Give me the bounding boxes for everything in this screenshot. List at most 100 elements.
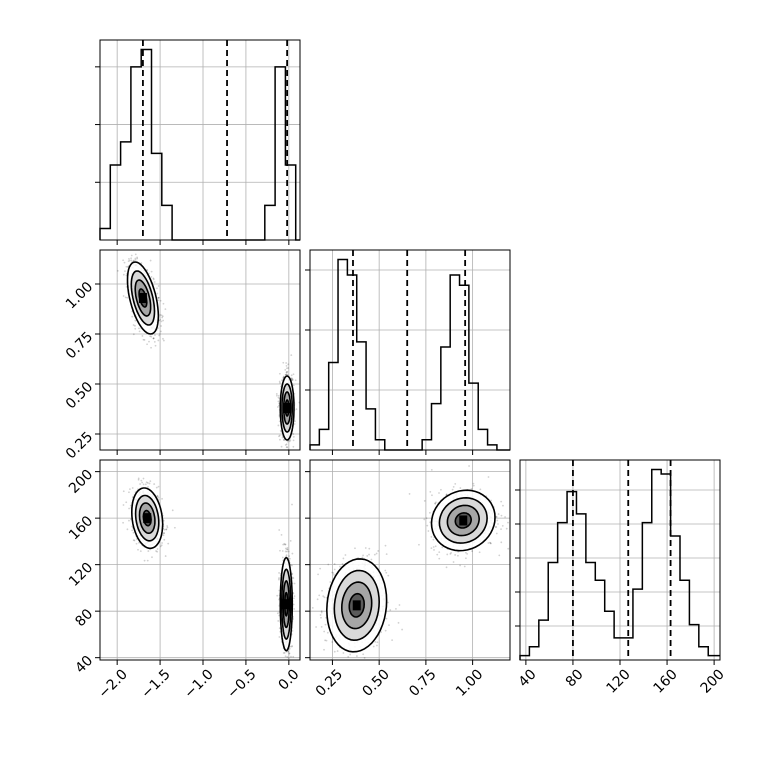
scatter-p1-p2-point xyxy=(446,553,449,556)
scatter-p0-p2-point xyxy=(289,539,292,542)
scatter-p0-p1-point xyxy=(134,327,137,330)
scatter-p1-p2-point xyxy=(321,589,323,592)
scatter-p1-p2-point xyxy=(423,518,426,521)
scatter-p0-p2-point xyxy=(162,532,165,535)
scatter-p0-p1-point xyxy=(164,308,167,311)
scatter-p1-p2-point xyxy=(384,629,387,632)
scatter-p0-p1-point xyxy=(159,299,162,302)
scatter-p1-p2-point xyxy=(427,530,430,532)
scatter-p0-p2-point xyxy=(284,550,287,553)
scatter-p0-p1-point xyxy=(157,285,160,287)
scatter-p0-p1-point xyxy=(276,394,278,397)
scatter-p1-p2-point xyxy=(306,647,308,649)
scatter-p0-p2-point xyxy=(292,603,295,606)
hist-p1-bin xyxy=(310,445,319,450)
scatter-p0-p2-point xyxy=(156,495,159,498)
scatter-p0-p2-point xyxy=(137,548,139,551)
scatter-p1-p2-point xyxy=(429,521,432,524)
scatter-p0-p2-ytick-label: 120 xyxy=(66,560,96,590)
scatter-p1-p2-point xyxy=(489,542,492,545)
scatter-p0-p1-point xyxy=(292,384,295,387)
scatter-p0-p1-point xyxy=(160,320,163,323)
scatter-p0-p1-point xyxy=(139,247,141,249)
scatter-p1-p2-point xyxy=(459,487,462,489)
scatter-p1-p2-panel xyxy=(305,459,511,665)
scatter-p1-p2-point xyxy=(457,554,459,557)
scatter-p1-p2-point xyxy=(331,571,333,574)
hist-p2-bin xyxy=(558,523,567,660)
scatter-p0-p1-point xyxy=(285,443,288,446)
scatter-p0-p1-point xyxy=(282,438,285,441)
scatter-p0-p1-point xyxy=(132,260,135,262)
scatter-p1-p2-xtick-label: 0.25 xyxy=(313,666,346,699)
scatter-p0-p2-point xyxy=(132,539,135,542)
scatter-p1-p2-peak xyxy=(352,600,361,611)
hist-p0-bin xyxy=(162,205,172,240)
scatter-p1-p2-point xyxy=(333,563,336,565)
hist-p1-step xyxy=(309,258,510,451)
scatter-p0-p2-ytick-label: 40 xyxy=(72,653,96,677)
scatter-p0-p1-point xyxy=(133,244,135,246)
hist-p2-bin xyxy=(567,492,576,660)
scatter-p1-p2-point xyxy=(433,549,435,551)
scatter-p0-p2-point xyxy=(284,543,286,546)
scatter-p1-p2-point xyxy=(327,563,330,566)
scatter-p1-p2-point xyxy=(497,523,499,525)
scatter-p0-p2-peak xyxy=(143,513,152,524)
scatter-p0-p1-point xyxy=(134,319,137,322)
scatter-p0-p2-point xyxy=(293,595,296,598)
scatter-p0-p1-point xyxy=(157,296,160,299)
scatter-p1-p2-point xyxy=(356,655,358,657)
scatter-p1-p2-point xyxy=(438,557,441,560)
scatter-p1-p2-point xyxy=(377,550,380,552)
scatter-p1-p2-point xyxy=(391,639,394,642)
scatter-p0-p2-point xyxy=(291,629,294,632)
scatter-p0-p2-point xyxy=(137,478,140,481)
scatter-p1-p2-point xyxy=(466,552,469,555)
hist-p2-bin xyxy=(605,611,614,660)
scatter-p0-p1-point xyxy=(287,363,290,366)
scatter-p1-p2-point xyxy=(440,488,442,491)
scatter-p0-p2-point xyxy=(287,657,290,659)
scatter-p1-p2-point xyxy=(354,547,356,550)
scatter-p0-p1-point xyxy=(122,295,125,297)
scatter-p0-p2-ytick-label: 80 xyxy=(72,606,96,630)
scatter-p0-p2-point xyxy=(140,479,143,482)
scatter-p0-p2-point xyxy=(131,487,134,489)
hist-p2-bin xyxy=(529,647,538,660)
hist-p2-bin xyxy=(699,647,708,660)
scatter-p0-p1-point xyxy=(136,257,139,260)
scatter-p0-p1-point xyxy=(162,337,164,340)
scatter-p1-p2-xtick-label: 0.50 xyxy=(360,666,393,699)
scatter-p1-p2-point xyxy=(470,487,473,490)
hist-p0-frame xyxy=(99,39,301,241)
scatter-p1-p2-point xyxy=(445,493,448,496)
scatter-p1-p2-point xyxy=(351,661,353,663)
scatter-p0-p1-point xyxy=(286,373,289,376)
scatter-p0-p2-point xyxy=(281,667,283,669)
scatter-p0-p2-point xyxy=(277,620,280,622)
hist-p2-bin xyxy=(548,563,557,660)
scatter-p0-p2-point xyxy=(141,481,144,484)
scatter-p0-p1-point xyxy=(290,354,293,357)
scatter-p0-p1-point xyxy=(283,439,286,442)
scatter-p0-p1-point xyxy=(153,281,156,283)
scatter-p1-p2-point xyxy=(387,574,390,577)
scatter-p0-p1-point xyxy=(285,371,288,374)
scatter-p0-p2-xtick-label: 0.0 xyxy=(276,666,303,693)
scatter-p1-p2-point xyxy=(468,465,470,467)
hist-p2-xtick-label: 160 xyxy=(651,666,681,696)
scatter-p0-p1-point xyxy=(130,259,133,262)
scatter-p1-p2-point xyxy=(333,568,336,571)
scatter-p0-p1-point xyxy=(286,370,289,373)
scatter-p1-p2-point xyxy=(438,551,441,554)
scatter-p0-p1-point xyxy=(134,253,137,256)
scatter-p0-p1-point xyxy=(121,247,123,249)
scatter-p1-p2-point xyxy=(487,542,490,544)
scatter-p1-p2-point xyxy=(452,561,455,563)
scatter-p0-p1-point xyxy=(152,337,155,340)
scatter-p0-p1-panel xyxy=(95,244,301,455)
scatter-p1-p2-point xyxy=(324,623,327,626)
scatter-p0-p2-point xyxy=(173,526,176,529)
